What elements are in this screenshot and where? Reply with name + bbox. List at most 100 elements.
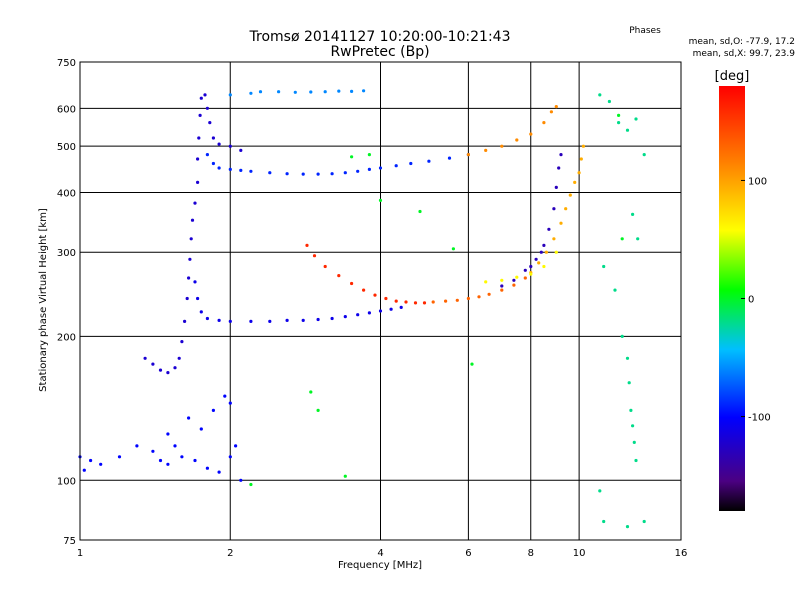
data-point bbox=[185, 296, 189, 301]
data-point bbox=[500, 288, 504, 292]
y-tick-label: 100 bbox=[57, 476, 76, 487]
data-point bbox=[197, 136, 201, 140]
data-point bbox=[559, 153, 563, 157]
data-point bbox=[557, 166, 561, 170]
data-point bbox=[343, 315, 347, 319]
data-point bbox=[228, 401, 232, 405]
data-point bbox=[228, 144, 232, 148]
data-point bbox=[189, 237, 193, 241]
data-point bbox=[564, 207, 568, 211]
data-point bbox=[444, 299, 448, 303]
data-point bbox=[373, 293, 377, 297]
data-point bbox=[330, 316, 334, 321]
data-point bbox=[183, 319, 187, 323]
phase-info-line1: mean, sd,O: -77.9, 17.2 bbox=[689, 37, 795, 47]
data-point bbox=[228, 319, 232, 323]
data-point bbox=[523, 276, 527, 280]
data-point bbox=[223, 394, 227, 398]
data-point bbox=[631, 424, 635, 428]
data-point bbox=[356, 313, 360, 317]
y-axis: 75 100 200 300 400 500 600 750 bbox=[57, 58, 76, 547]
y-tick-label: 300 bbox=[57, 248, 76, 259]
data-point bbox=[166, 462, 170, 466]
data-point bbox=[143, 356, 147, 360]
data-point bbox=[500, 278, 504, 282]
data-point bbox=[447, 156, 452, 160]
data-point bbox=[554, 250, 558, 254]
data-point bbox=[484, 148, 488, 152]
data-point bbox=[205, 316, 209, 321]
data-point bbox=[613, 288, 617, 292]
data-point bbox=[367, 167, 371, 171]
data-point bbox=[394, 299, 398, 303]
data-point bbox=[211, 136, 215, 140]
x-tick-label: 1 bbox=[77, 548, 83, 559]
data-point bbox=[627, 381, 631, 385]
data-point bbox=[193, 458, 197, 463]
data-point bbox=[620, 237, 624, 241]
data-point bbox=[350, 281, 354, 286]
data-point bbox=[217, 166, 221, 170]
data-point bbox=[389, 307, 393, 311]
data-point bbox=[205, 466, 209, 470]
data-point bbox=[549, 110, 554, 114]
data-point bbox=[196, 180, 200, 184]
data-point bbox=[356, 169, 360, 173]
data-point bbox=[239, 478, 243, 482]
colorbar-label: [deg] bbox=[715, 69, 750, 84]
data-point bbox=[631, 212, 635, 216]
data-point bbox=[500, 284, 504, 288]
data-point bbox=[642, 519, 646, 524]
data-point bbox=[309, 90, 313, 94]
data-point bbox=[554, 185, 558, 189]
data-point bbox=[431, 300, 435, 304]
data-point bbox=[239, 148, 243, 152]
colorbar-tick-label: -100 bbox=[748, 413, 771, 424]
data-point bbox=[629, 408, 633, 412]
y-axis-label: Stationary phase Virtual Height [km] bbox=[38, 208, 49, 392]
plot-area bbox=[79, 61, 682, 541]
data-point bbox=[602, 519, 606, 524]
data-point bbox=[208, 121, 212, 125]
data-point bbox=[384, 296, 388, 301]
data-point bbox=[228, 167, 232, 171]
data-point bbox=[350, 155, 354, 159]
data-point bbox=[323, 264, 327, 269]
data-point bbox=[598, 93, 602, 97]
data-point bbox=[343, 171, 347, 175]
grid-lines bbox=[79, 61, 682, 541]
data-point bbox=[193, 201, 197, 205]
data-point bbox=[547, 227, 551, 231]
phase-info-title: Phases bbox=[629, 26, 661, 36]
data-point bbox=[199, 427, 203, 431]
data-point bbox=[617, 113, 621, 117]
colorbar-tick-label: 0 bbox=[748, 295, 754, 306]
data-point bbox=[239, 168, 243, 172]
data-point bbox=[581, 144, 586, 148]
x-tick-label: 10 bbox=[573, 548, 586, 559]
data-point bbox=[190, 218, 195, 222]
data-point bbox=[422, 301, 427, 305]
x-tick-label: 2 bbox=[227, 548, 233, 559]
data-point bbox=[367, 153, 371, 157]
data-point bbox=[466, 296, 470, 301]
data-point bbox=[542, 121, 546, 125]
data-point bbox=[293, 90, 297, 94]
data-point bbox=[634, 458, 638, 463]
data-point bbox=[135, 444, 139, 448]
x-tick-label: 8 bbox=[528, 548, 534, 559]
data-point bbox=[642, 153, 646, 157]
data-point bbox=[285, 318, 289, 322]
data-point bbox=[625, 128, 630, 132]
data-point bbox=[277, 90, 281, 94]
data-point bbox=[539, 250, 543, 254]
data-point bbox=[198, 113, 202, 117]
data-point bbox=[234, 444, 238, 448]
data-point bbox=[330, 172, 334, 176]
data-point bbox=[268, 171, 272, 175]
data-point bbox=[625, 356, 630, 360]
data-point bbox=[99, 462, 103, 466]
y-tick-label: 750 bbox=[57, 58, 76, 69]
data-point bbox=[529, 272, 533, 276]
data-point bbox=[187, 276, 191, 280]
